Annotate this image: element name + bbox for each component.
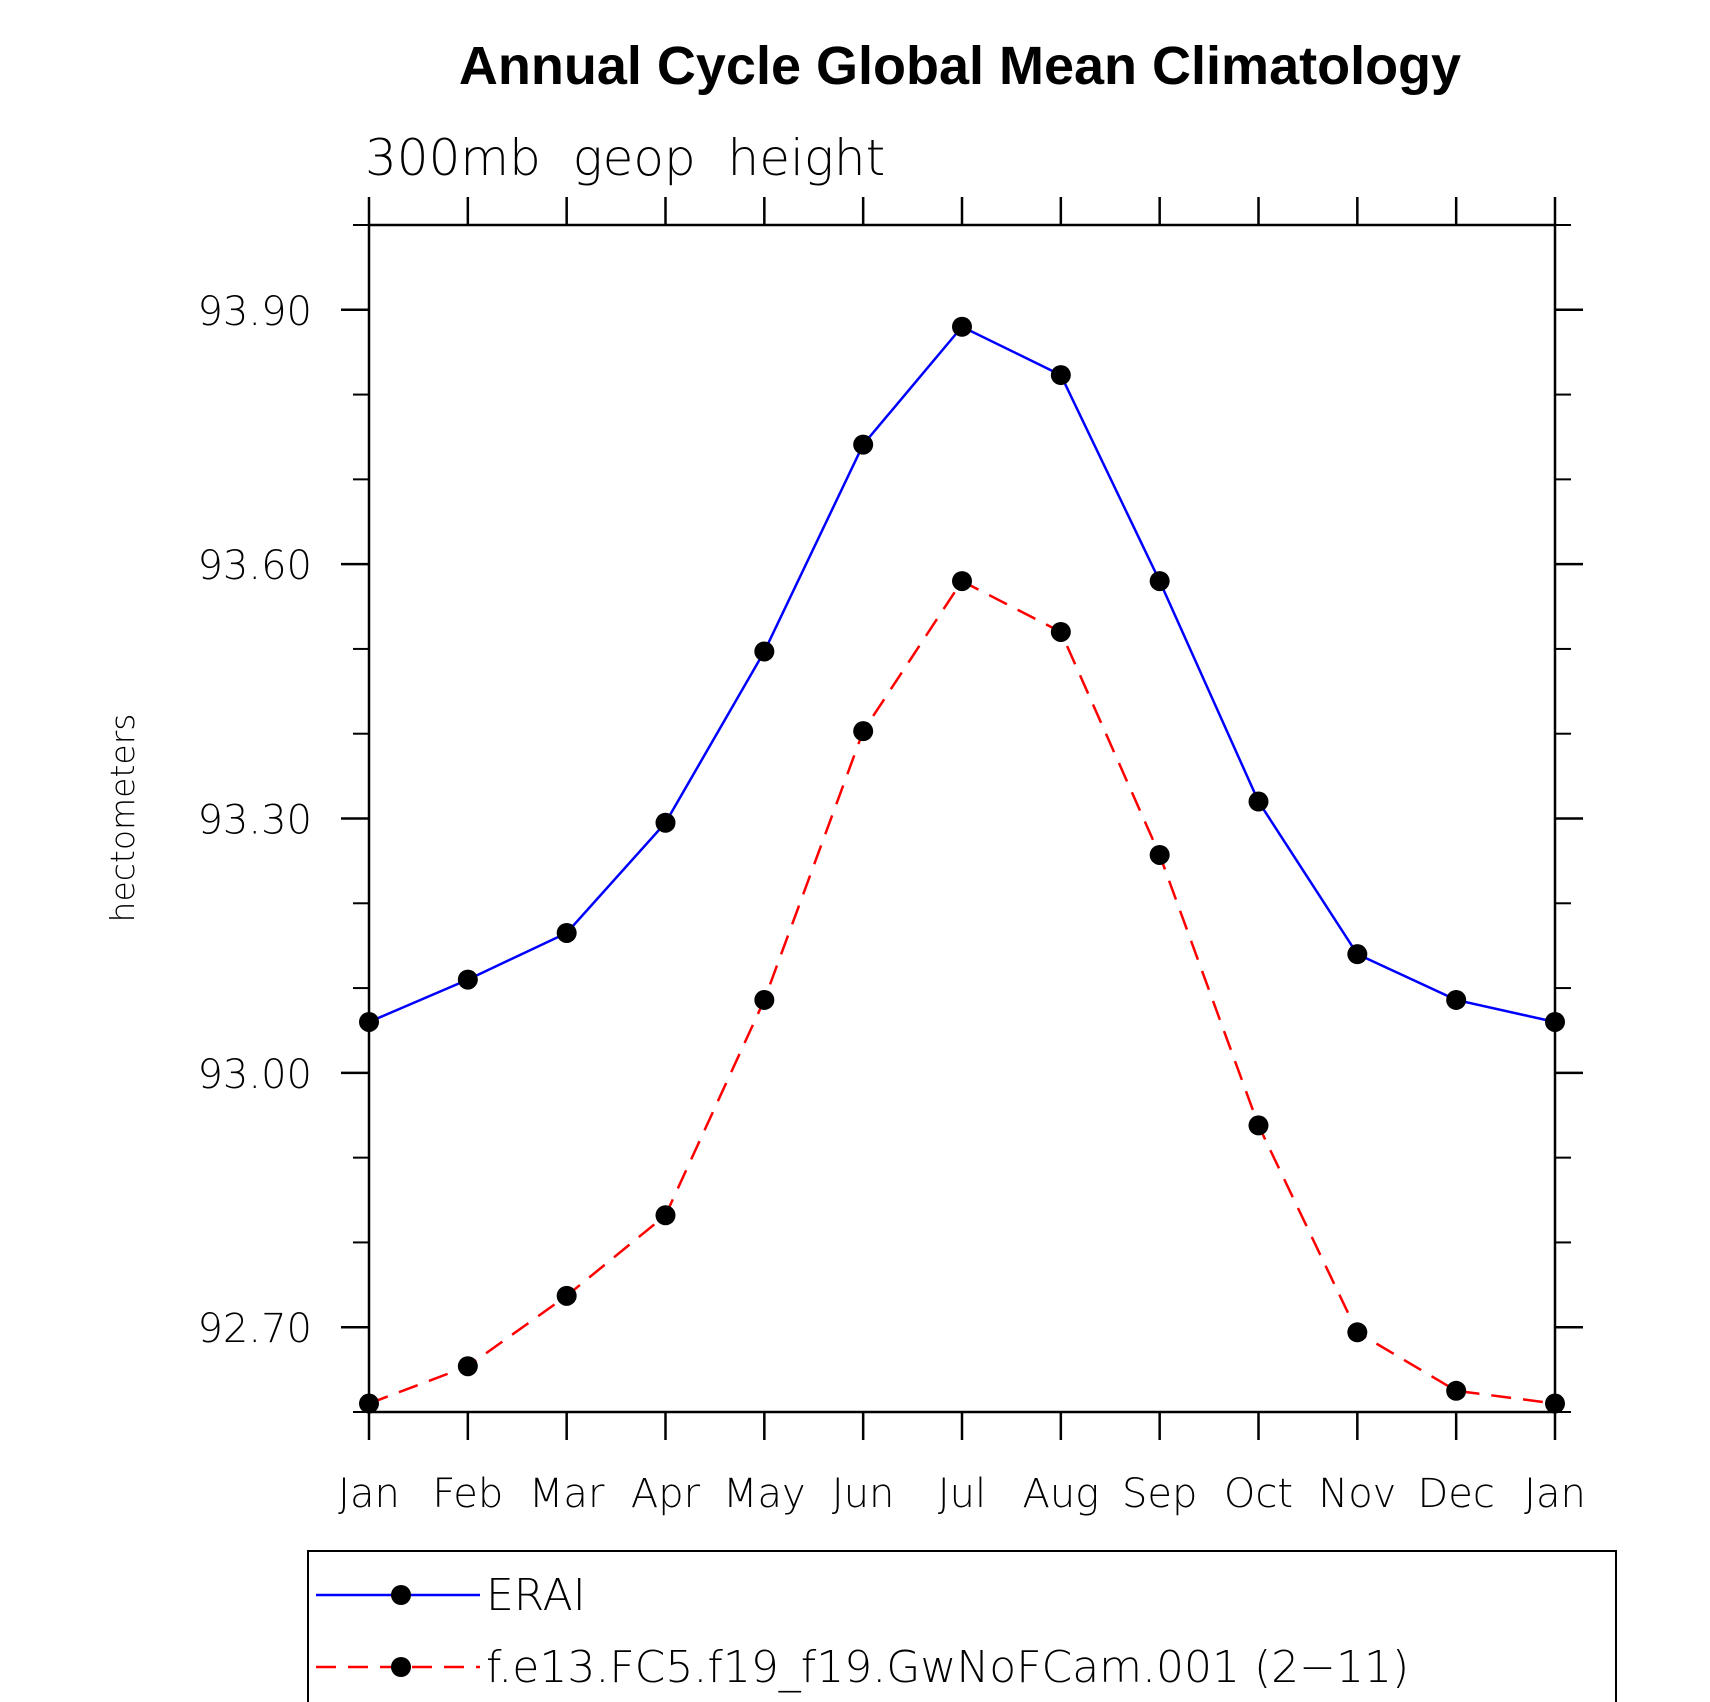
- x-tick-label: Apr: [631, 1471, 701, 1517]
- data-point-model: [952, 571, 972, 592]
- data-point-erai: [1149, 571, 1170, 592]
- x-tick-label: Aug: [1022, 1471, 1099, 1517]
- data-point-erai: [853, 434, 874, 455]
- y-tick-labels: 92.70 93.00 93.30 93.60 93.90: [197, 289, 312, 1352]
- x-tick-label: Mar: [529, 1471, 605, 1517]
- legend-model-label: f.e13.FC5.f19_f19.GwNoFCam.001 (2−11): [486, 1642, 1409, 1693]
- data-point-erai: [457, 969, 478, 990]
- data-point-erai: [952, 316, 972, 337]
- x-tick-label: Jul: [938, 1471, 986, 1517]
- data-point-erai: [556, 922, 577, 943]
- x-tick-labels: Jan Feb Mar Apr May Jun Jul Aug Sep Oct Nov Dec Jan: [338, 1471, 1586, 1517]
- legend-erai-label: ERAI: [486, 1570, 586, 1621]
- y-tick-label: 93.00: [197, 1052, 312, 1098]
- x-tick-label: Sep: [1122, 1471, 1197, 1517]
- data-point-model: [1050, 621, 1071, 642]
- chart-title: Annual Cycle Global Mean Climatology: [459, 36, 1461, 96]
- y-tick-label: 92.70: [197, 1306, 312, 1352]
- data-point-erai: [1347, 944, 1368, 965]
- data-point-erai: [1050, 365, 1071, 386]
- series-line-erai: [368, 325, 1556, 1024]
- x-tick-label: Oct: [1224, 1471, 1293, 1517]
- series-line-model: [368, 579, 1556, 1405]
- data-point-model: [1347, 1322, 1368, 1343]
- x-tick-label: Jan: [338, 1471, 400, 1517]
- data-point-model: [359, 1393, 379, 1414]
- data-point-erai: [655, 812, 676, 833]
- series-layer: [359, 316, 1565, 1414]
- x-tick-label: Jan: [1524, 1471, 1586, 1517]
- x-tick-label: Dec: [1417, 1471, 1494, 1517]
- chart-subtitle: 300mb geop height: [365, 129, 885, 187]
- data-point-model: [1248, 1115, 1269, 1136]
- x-tick-label: Jun: [832, 1471, 895, 1517]
- data-point-model: [457, 1356, 478, 1377]
- data-point-model: [1446, 1380, 1467, 1401]
- y-tick-label: 93.30: [197, 798, 312, 844]
- y-tick-label: 93.60: [197, 543, 312, 589]
- data-point-model: [754, 989, 775, 1010]
- data-point-model: [556, 1285, 577, 1306]
- legend-box: [307, 1550, 1617, 1702]
- axis-ticks: [341, 197, 1583, 1440]
- data-point-erai: [1545, 1011, 1565, 1032]
- x-tick-label: Feb: [432, 1471, 503, 1517]
- legend-model-marker: [391, 1657, 411, 1677]
- data-point-model: [1149, 844, 1170, 865]
- legend-erai-marker: [391, 1585, 411, 1605]
- data-point-model: [853, 721, 874, 742]
- data-point-erai: [754, 641, 775, 662]
- plot-frame: [367, 223, 1557, 1414]
- x-tick-label: May: [723, 1471, 806, 1517]
- x-tick-label: Nov: [1318, 1471, 1396, 1517]
- y-axis-label: hectometers: [103, 714, 142, 923]
- data-point-erai: [1446, 989, 1467, 1010]
- legend: ERAI f.e13.FC5.f19_f19.GwNoFCam.001 (2−1…: [307, 1550, 1617, 1702]
- data-point-erai: [1248, 791, 1269, 812]
- data-point-model: [655, 1205, 676, 1226]
- data-point-model: [1545, 1393, 1565, 1414]
- y-tick-label: 93.90: [197, 289, 312, 335]
- data-point-erai: [359, 1011, 379, 1032]
